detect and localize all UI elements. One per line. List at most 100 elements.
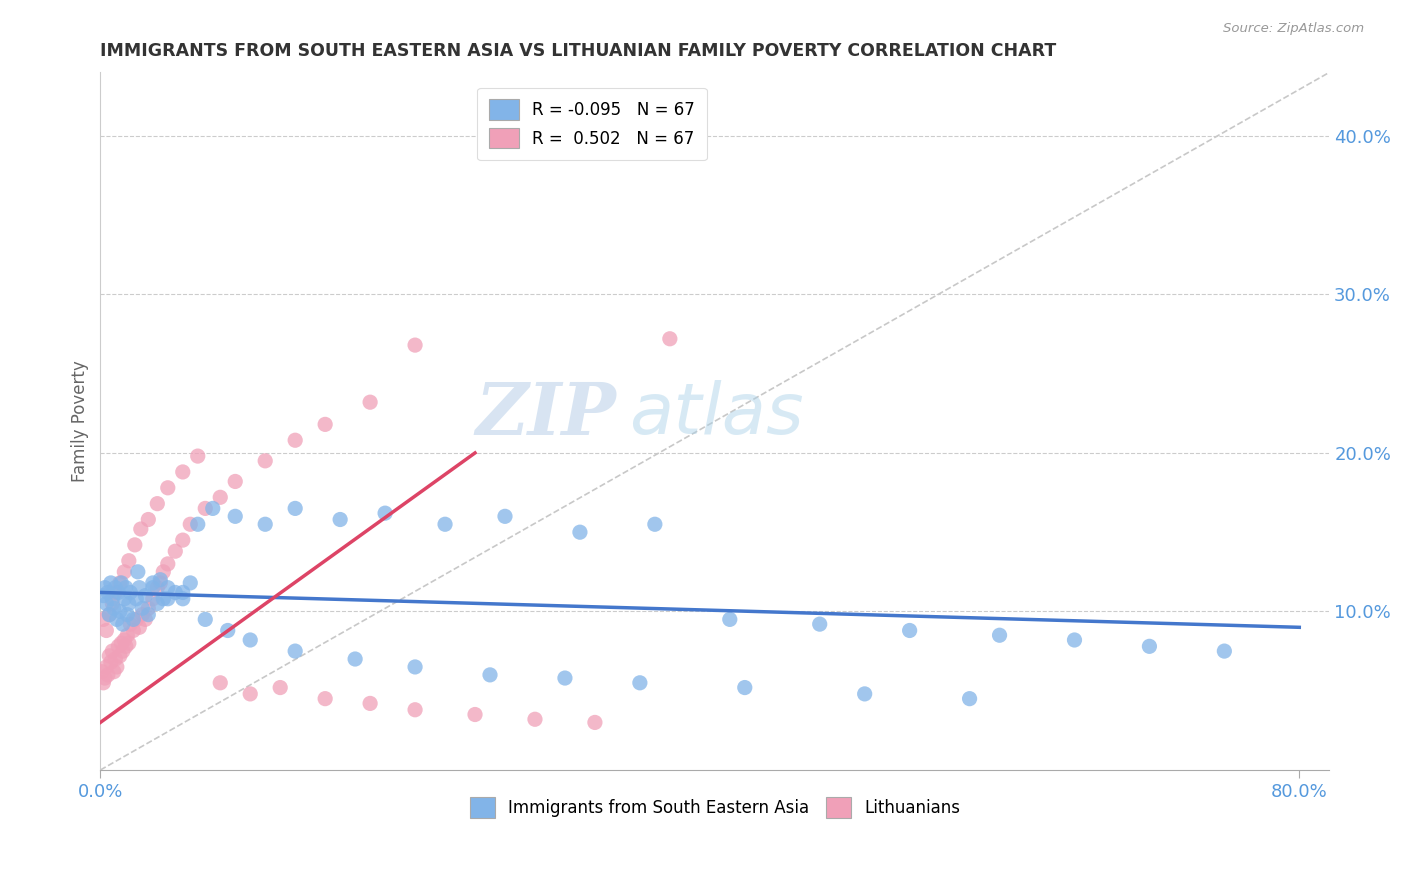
Point xyxy=(314,417,336,432)
Point xyxy=(146,497,169,511)
Point xyxy=(128,581,150,595)
Point xyxy=(122,612,145,626)
Point xyxy=(329,512,352,526)
Point xyxy=(165,585,187,599)
Point xyxy=(108,575,131,590)
Text: Source: ZipAtlas.com: Source: ZipAtlas.com xyxy=(1223,22,1364,36)
Point xyxy=(404,660,426,674)
Point xyxy=(239,687,262,701)
Point xyxy=(172,465,194,479)
Point xyxy=(194,501,217,516)
Point xyxy=(217,624,239,638)
Point xyxy=(117,628,139,642)
Point xyxy=(224,509,246,524)
Point xyxy=(101,597,124,611)
Point xyxy=(644,517,666,532)
Point xyxy=(111,617,134,632)
Point xyxy=(125,612,148,626)
Point xyxy=(93,612,115,626)
Point xyxy=(254,454,277,468)
Point xyxy=(101,591,124,606)
Y-axis label: Family Poverty: Family Poverty xyxy=(72,360,89,482)
Point xyxy=(658,332,681,346)
Point xyxy=(105,660,128,674)
Point xyxy=(120,617,142,632)
Point xyxy=(107,640,129,654)
Point xyxy=(156,557,179,571)
Point xyxy=(111,644,134,658)
Point xyxy=(523,712,546,726)
Point xyxy=(142,575,165,590)
Point xyxy=(97,668,120,682)
Point xyxy=(136,512,159,526)
Point xyxy=(112,632,135,647)
Text: IMMIGRANTS FROM SOUTH EASTERN ASIA VS LITHUANIAN FAMILY POVERTY CORRELATION CHAR: IMMIGRANTS FROM SOUTH EASTERN ASIA VS LI… xyxy=(100,42,1056,60)
Point xyxy=(108,604,131,618)
Point xyxy=(628,675,651,690)
Point xyxy=(165,544,187,558)
Point xyxy=(1213,644,1236,658)
Point xyxy=(118,597,141,611)
Point xyxy=(172,585,194,599)
Point xyxy=(284,501,307,516)
Point xyxy=(201,501,224,516)
Point xyxy=(404,338,426,352)
Point xyxy=(131,607,153,622)
Point xyxy=(156,581,179,595)
Point xyxy=(97,585,120,599)
Point xyxy=(98,607,121,622)
Point xyxy=(734,681,756,695)
Point xyxy=(149,573,172,587)
Point xyxy=(479,668,502,682)
Point xyxy=(146,581,169,595)
Point xyxy=(104,581,127,595)
Point xyxy=(104,652,127,666)
Point xyxy=(314,691,336,706)
Point xyxy=(142,591,165,606)
Point xyxy=(149,575,172,590)
Point xyxy=(1139,640,1161,654)
Point xyxy=(179,575,201,590)
Point xyxy=(172,533,194,548)
Point xyxy=(209,675,232,690)
Point xyxy=(100,575,122,590)
Point xyxy=(959,691,981,706)
Point xyxy=(125,591,148,606)
Point xyxy=(156,591,179,606)
Point xyxy=(98,607,121,622)
Point xyxy=(114,581,136,595)
Point xyxy=(359,395,381,409)
Point xyxy=(104,585,127,599)
Point xyxy=(988,628,1011,642)
Point xyxy=(344,652,367,666)
Point xyxy=(179,517,201,532)
Point xyxy=(118,636,141,650)
Point xyxy=(583,715,606,730)
Point xyxy=(117,607,139,622)
Point xyxy=(284,644,307,658)
Point xyxy=(94,671,117,685)
Point xyxy=(187,449,209,463)
Point xyxy=(131,601,153,615)
Point xyxy=(101,644,124,658)
Point xyxy=(134,589,156,603)
Point xyxy=(114,640,136,654)
Point xyxy=(152,565,174,579)
Point xyxy=(142,581,165,595)
Point xyxy=(96,624,118,638)
Point xyxy=(152,591,174,606)
Point xyxy=(120,585,142,599)
Point xyxy=(96,597,118,611)
Point xyxy=(96,660,118,674)
Point xyxy=(718,612,741,626)
Point xyxy=(464,707,486,722)
Point xyxy=(374,506,396,520)
Point xyxy=(284,434,307,448)
Point xyxy=(122,624,145,638)
Text: ZIP: ZIP xyxy=(475,379,616,450)
Point xyxy=(110,636,132,650)
Point xyxy=(100,655,122,669)
Point xyxy=(112,591,135,606)
Point xyxy=(110,575,132,590)
Legend: Immigrants from South Eastern Asia, Lithuanians: Immigrants from South Eastern Asia, Lith… xyxy=(463,791,967,824)
